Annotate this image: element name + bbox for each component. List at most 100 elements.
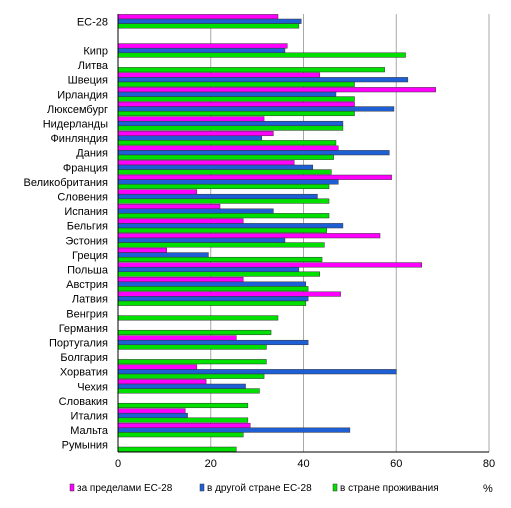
bar — [117, 72, 320, 78]
legend-swatch — [332, 483, 338, 492]
bar — [117, 276, 244, 283]
bar — [117, 189, 198, 195]
bar — [117, 233, 381, 239]
category-label: Ирландия — [57, 89, 108, 101]
category-label: Португалия — [49, 338, 108, 350]
bar — [117, 359, 267, 365]
bar — [117, 130, 274, 137]
bar — [117, 87, 436, 93]
axes — [117, 14, 489, 453]
category-label: Великобритания — [24, 177, 109, 189]
bar — [117, 373, 265, 379]
bar — [117, 208, 274, 214]
bar — [117, 18, 302, 24]
bar — [117, 174, 392, 180]
bar — [117, 135, 263, 141]
bar — [117, 213, 330, 219]
category-label: Литва — [78, 60, 109, 72]
category-label: Словакия — [59, 396, 108, 408]
bar — [117, 125, 344, 131]
grid-lines — [210, 14, 490, 452]
bar — [117, 388, 260, 394]
bar — [117, 417, 249, 423]
category-label: Румыния — [62, 440, 108, 452]
category-label: Греция — [72, 250, 108, 262]
category-label: Италия — [71, 411, 109, 423]
bar — [117, 383, 246, 389]
bar — [117, 300, 307, 306]
bar — [117, 422, 251, 429]
bar — [117, 203, 221, 210]
bar — [117, 154, 334, 160]
bar — [117, 291, 341, 297]
bar — [117, 120, 344, 127]
x-axis-unit-label: % — [483, 483, 493, 495]
bar — [117, 52, 406, 58]
bar — [117, 286, 309, 292]
bar — [117, 296, 309, 302]
bar — [117, 266, 300, 273]
category-label: Австрия — [66, 279, 108, 291]
bar — [117, 110, 355, 117]
bar — [117, 364, 198, 370]
legend-entry: в стране проживания — [340, 483, 439, 494]
legend-entry: в другой стране ЕС-28 — [207, 483, 312, 494]
bar — [117, 179, 339, 185]
bar — [117, 183, 330, 190]
x-tick-label: 40 — [297, 458, 309, 470]
category-label: Дания — [76, 148, 108, 160]
category-label: Польша — [67, 265, 109, 277]
bar — [117, 198, 330, 204]
x-tick-label: 60 — [390, 458, 402, 470]
bar — [117, 446, 237, 452]
bar — [117, 408, 186, 414]
category-label: Люксембург — [47, 104, 108, 116]
x-tick-label: 20 — [205, 458, 217, 470]
bar — [117, 169, 332, 175]
category-label: Швеция — [68, 75, 108, 87]
category-label: Финляндия — [50, 133, 108, 145]
bar — [117, 223, 344, 229]
bar — [117, 402, 249, 409]
category-label: Чехия — [77, 381, 108, 393]
bar — [117, 193, 318, 200]
bar — [117, 218, 244, 224]
legend-swatch — [199, 483, 205, 492]
bar — [117, 81, 355, 87]
bar — [117, 315, 279, 321]
bar — [117, 329, 272, 336]
category-label: Хорватия — [60, 367, 108, 379]
bar — [117, 145, 339, 151]
bar — [117, 412, 188, 419]
bar — [117, 335, 237, 341]
category-label: Франция — [63, 162, 108, 174]
legend-swatch — [69, 483, 75, 492]
bar — [117, 150, 390, 156]
category-label: Германия — [59, 323, 108, 335]
bar — [117, 247, 167, 253]
category-label: Словения — [57, 192, 108, 204]
category-label: Венгрия — [66, 308, 108, 320]
x-tick-labels: 0 20 40 60 80 — [115, 458, 495, 470]
bar — [117, 14, 279, 20]
bar — [117, 237, 286, 243]
bar — [117, 379, 207, 385]
bar — [117, 23, 300, 29]
bar — [117, 47, 286, 54]
category-label: Кипр — [83, 46, 108, 58]
bar — [117, 252, 209, 258]
bar — [117, 339, 309, 346]
x-tick-label: 80 — [483, 458, 495, 470]
category-label: Нидерланды — [43, 119, 108, 131]
bar — [117, 271, 320, 277]
bar — [117, 432, 244, 438]
bar — [117, 43, 288, 49]
bar — [117, 369, 397, 375]
bar — [117, 67, 385, 73]
category-label: Эстония — [65, 235, 108, 247]
bar — [117, 227, 327, 233]
bar — [117, 281, 307, 287]
bar — [117, 96, 355, 102]
category-labels: ЕС-28 Кипр Литва Швеция Ирландия Люксембург Ни… — [24, 16, 109, 451]
